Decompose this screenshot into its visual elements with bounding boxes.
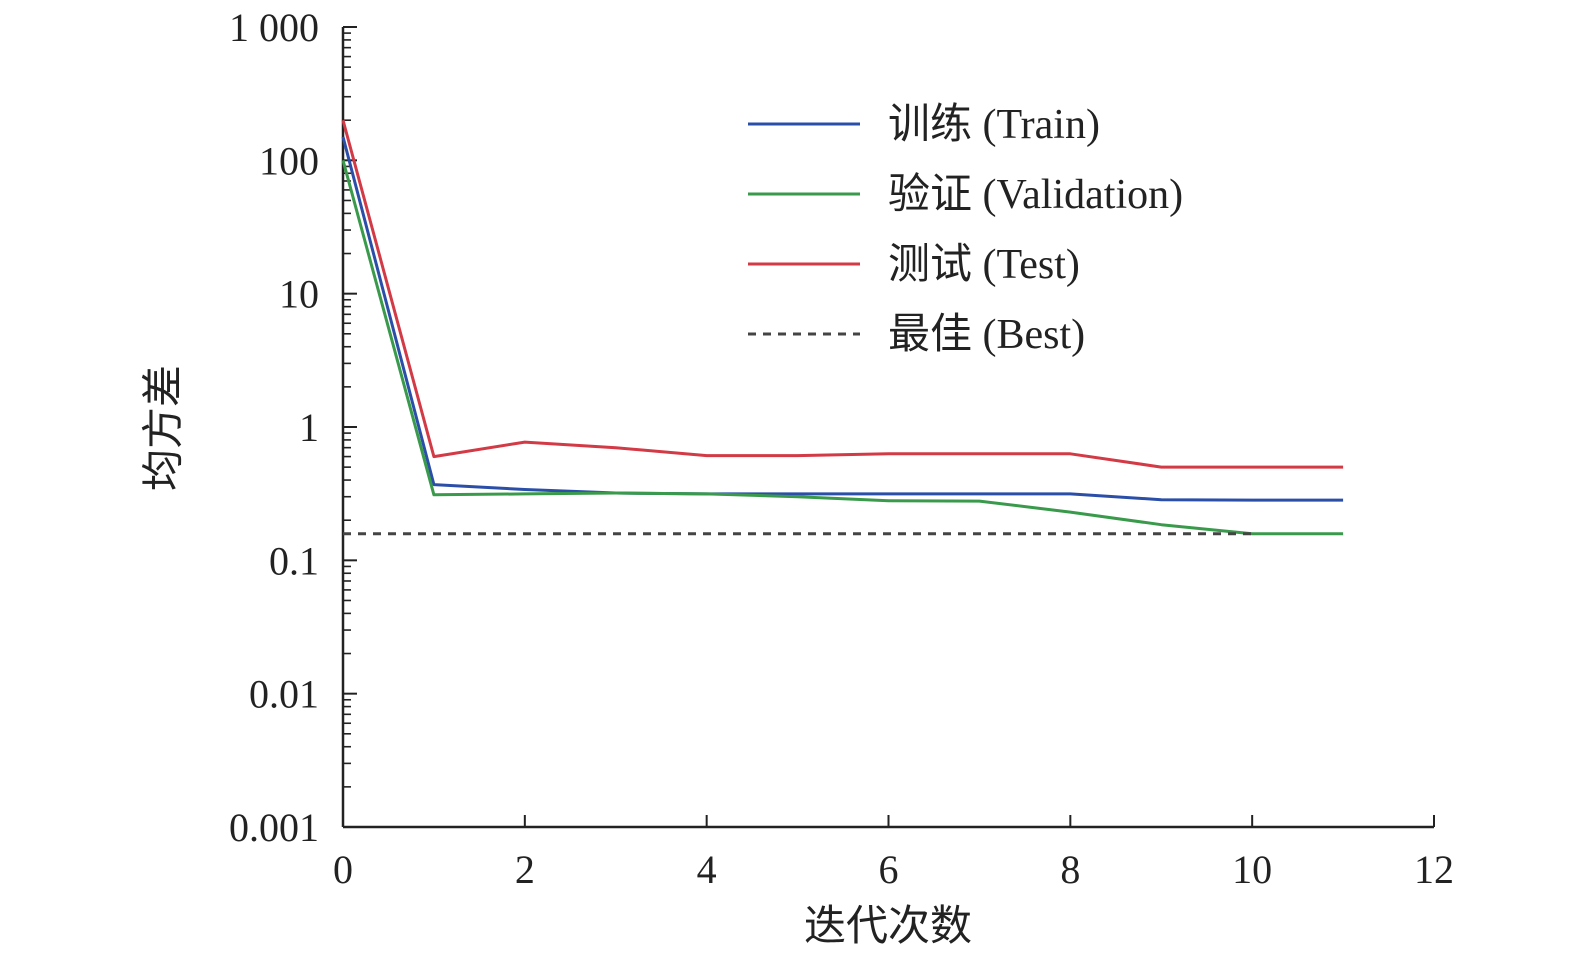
x-tick-label: 8 — [1060, 847, 1080, 892]
y-ticks: 0.001 0.01 0.1 1 10 100 1 000 — [229, 5, 357, 850]
y-tick-label: 0.001 — [229, 805, 319, 850]
y-tick-label: 1 — [299, 405, 319, 450]
y-tick-label: 1 000 — [229, 5, 319, 50]
x-ticks: 0 2 4 6 8 10 12 — [333, 815, 1454, 892]
series-line — [341, 159, 1344, 536]
series-lines — [341, 119, 1344, 536]
legend-label: 最佳 (Best) — [888, 312, 1085, 358]
y-tick-label: 10 — [279, 272, 319, 317]
x-tick-label: 2 — [515, 847, 535, 892]
legend: 训练 (Train) 验证 (Validation) 测试 (Test) 最佳 (Be… — [748, 101, 1183, 358]
x-tick-label: 4 — [697, 847, 717, 892]
y-tick-label: 0.1 — [269, 538, 319, 583]
legend-label: 训练 (Train) — [888, 101, 1100, 148]
x-tick-label: 6 — [879, 847, 899, 892]
legend-label: 测试 (Test) — [888, 242, 1080, 288]
x-tick-label: 12 — [1414, 847, 1454, 892]
y-tick-label: 100 — [259, 138, 319, 183]
x-tick-label: 0 — [333, 847, 353, 892]
series-line — [341, 136, 1344, 502]
legend-label: 验证 (Validation) — [888, 171, 1183, 218]
x-axis-title: 迭代次数 — [804, 904, 972, 950]
series-line — [341, 119, 1344, 469]
y-axis-title: 均方差 — [142, 365, 188, 491]
x-tick-label: 10 — [1232, 847, 1272, 892]
y-tick-label: 0.01 — [249, 672, 319, 717]
